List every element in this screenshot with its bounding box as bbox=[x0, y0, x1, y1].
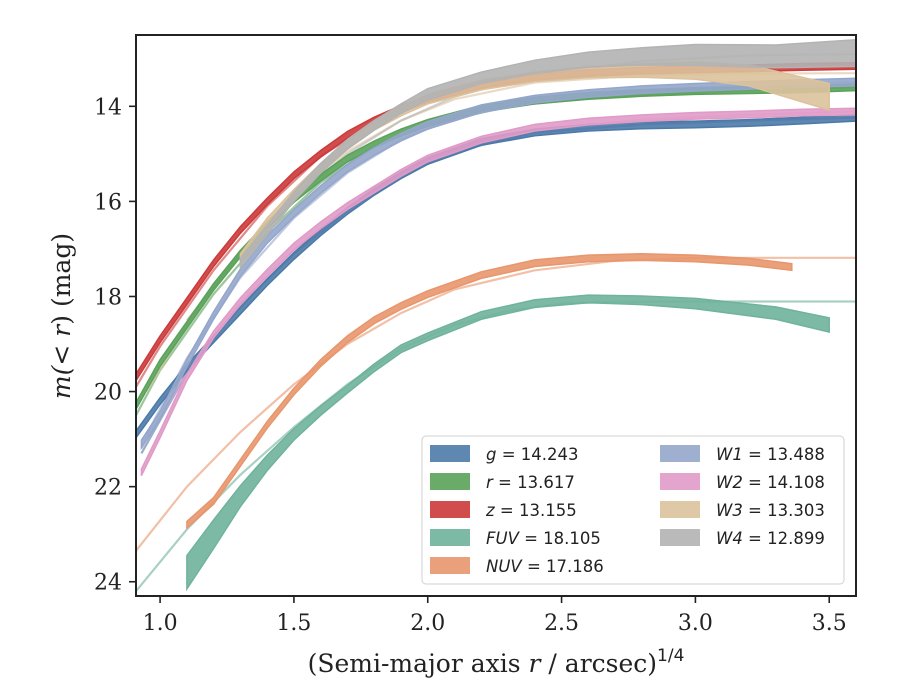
legend-box bbox=[421, 435, 845, 585]
legend-swatch-w2 bbox=[660, 473, 700, 490]
x-axis: 1.0 1.5 2.0 2.5 3.0 3.5 bbox=[143, 596, 847, 636]
legend-label-g: g = 14.243 bbox=[486, 445, 579, 464]
y-tick-label-1: 16 bbox=[94, 190, 122, 215]
x-axis-title-exponent: 1/4 bbox=[657, 646, 684, 666]
y-tick-label-0: 14 bbox=[94, 95, 122, 120]
legend: g = 14.243 r = 13.617 z = 13.155 FUV = 18.1… bbox=[421, 435, 845, 585]
data-band-w1 bbox=[140, 77, 856, 451]
data-band-w4 bbox=[239, 39, 856, 271]
y-tick-label-4: 22 bbox=[94, 476, 122, 501]
y-tick-label-3: 20 bbox=[94, 381, 122, 406]
y-axis-title-tail: ) (mag) bbox=[47, 233, 76, 325]
data-band-w2 bbox=[140, 107, 856, 477]
x-axis-title-var: r bbox=[529, 649, 543, 678]
legend-swatch-fuv bbox=[430, 529, 470, 546]
x-tick-label-3: 2.5 bbox=[544, 611, 579, 636]
legend-swatch-w4 bbox=[660, 529, 700, 546]
y-axis-title: m(< r) (mag) bbox=[47, 233, 76, 399]
legend-label-w2: W2 = 14.108 bbox=[716, 473, 825, 492]
y-axis-title-main: m( bbox=[47, 364, 76, 399]
legend-label-r: r = 13.617 bbox=[486, 473, 575, 492]
x-tick-label-0: 1.0 bbox=[143, 611, 178, 636]
legend-swatch-w1 bbox=[660, 445, 700, 462]
y-tick-label-2: 18 bbox=[94, 285, 122, 310]
x-tick-label-5: 3.5 bbox=[812, 611, 847, 636]
legend-label-w4: W4 = 12.899 bbox=[716, 529, 825, 548]
x-tick-label-1: 1.5 bbox=[276, 611, 311, 636]
data-band-nuv bbox=[186, 252, 793, 530]
y-axis: 14 16 18 20 22 24 bbox=[94, 95, 136, 596]
legend-label-w1: W1 = 13.488 bbox=[716, 445, 825, 464]
legend-swatch-z bbox=[430, 501, 470, 518]
legend-label-fuv: FUV = 18.105 bbox=[486, 529, 601, 548]
data-band-fuv bbox=[186, 294, 830, 592]
legend-label-nuv: NUV = 17.186 bbox=[486, 557, 604, 576]
legend-label-w3: W3 = 13.303 bbox=[716, 501, 825, 520]
legend-swatch-g bbox=[430, 445, 470, 462]
legend-swatch-nuv bbox=[430, 557, 470, 574]
y-axis-title-var: < r bbox=[47, 323, 76, 366]
data-band-g bbox=[136, 113, 856, 439]
data-band-z bbox=[136, 61, 856, 383]
x-tick-label-4: 3.0 bbox=[678, 611, 713, 636]
x-tick-label-2: 2.0 bbox=[410, 611, 445, 636]
plot-frame bbox=[135, 34, 857, 597]
series-layer bbox=[136, 39, 856, 592]
x-axis-title-tail: / arcsec) bbox=[540, 649, 657, 678]
y-tick-label-5: 24 bbox=[94, 571, 122, 596]
legend-swatch-w3 bbox=[660, 501, 700, 518]
legend-label-z: z = 13.155 bbox=[485, 501, 577, 520]
x-axis-title: (Semi-major axis r / arcsec)1/4 bbox=[308, 646, 685, 678]
x-axis-title-main: (Semi-major axis bbox=[308, 649, 529, 678]
legend-swatch-r bbox=[430, 473, 470, 490]
